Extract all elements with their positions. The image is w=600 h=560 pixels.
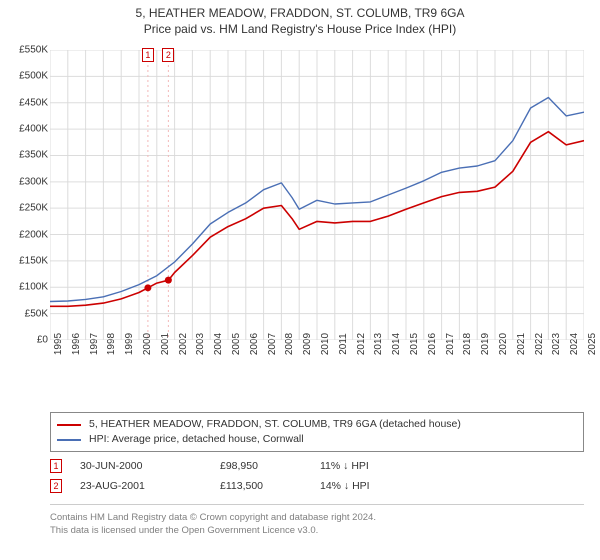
event-price: £98,950 (220, 460, 320, 472)
chart-area: £0 £50K £100K £150K £200K £250K £300K £350K £400… (0, 44, 600, 374)
event-price: £113,500 (220, 480, 320, 492)
footer: Contains HM Land Registry data © Crown c… (50, 504, 584, 537)
legend-item: 5, HEATHER MEADOW, FRADDON, ST. COLUMB, … (57, 417, 577, 432)
event-date: 30-JUN-2000 (80, 460, 220, 472)
y-tick-label: £350K (4, 150, 48, 161)
event-date: 23-AUG-2001 (80, 480, 220, 492)
event-row: 1 30-JUN-2000 £98,950 11% ↓ HPI (50, 456, 584, 476)
legend-item: HPI: Average price, detached house, Corn… (57, 432, 577, 447)
plot-area: 1 2 (50, 50, 584, 340)
y-tick-label: £250K (4, 203, 48, 214)
legend-swatch (57, 424, 81, 426)
event-id-box: 1 (50, 459, 62, 473)
y-tick-label: £50K (4, 308, 48, 319)
y-tick-label: £200K (4, 229, 48, 240)
footer-line-2: This data is licensed under the Open Gov… (50, 524, 584, 537)
title-line-2: Price paid vs. HM Land Registry's House … (0, 22, 600, 36)
legend: 5, HEATHER MEADOW, FRADDON, ST. COLUMB, … (50, 412, 584, 452)
event-row: 2 23-AUG-2001 £113,500 14% ↓ HPI (50, 476, 584, 496)
y-tick-label: £100K (4, 282, 48, 293)
events-table: 1 30-JUN-2000 £98,950 11% ↓ HPI 2 23-AUG… (50, 456, 584, 496)
y-tick-label: £400K (4, 124, 48, 135)
legend-label: HPI: Average price, detached house, Corn… (89, 432, 304, 447)
event-marker-1: 1 (142, 48, 154, 62)
footer-line-1: Contains HM Land Registry data © Crown c… (50, 511, 584, 524)
chart-title: 5, HEATHER MEADOW, FRADDON, ST. COLUMB, … (0, 0, 600, 36)
x-tick-label: 2025 (587, 333, 598, 355)
event-id-box: 2 (50, 479, 62, 493)
event-marker-2: 2 (162, 48, 174, 62)
y-tick-label: £450K (4, 97, 48, 108)
y-tick-label: £300K (4, 176, 48, 187)
legend-label: 5, HEATHER MEADOW, FRADDON, ST. COLUMB, … (89, 417, 461, 432)
title-line-1: 5, HEATHER MEADOW, FRADDON, ST. COLUMB, … (0, 6, 600, 20)
y-tick-label: £500K (4, 71, 48, 82)
y-tick-label: £150K (4, 255, 48, 266)
y-tick-label: £550K (4, 45, 48, 56)
y-tick-label: £0 (4, 335, 48, 346)
legend-swatch (57, 439, 81, 441)
chart-svg (50, 50, 584, 340)
event-delta: 14% ↓ HPI (320, 480, 430, 492)
event-delta: 11% ↓ HPI (320, 460, 430, 472)
